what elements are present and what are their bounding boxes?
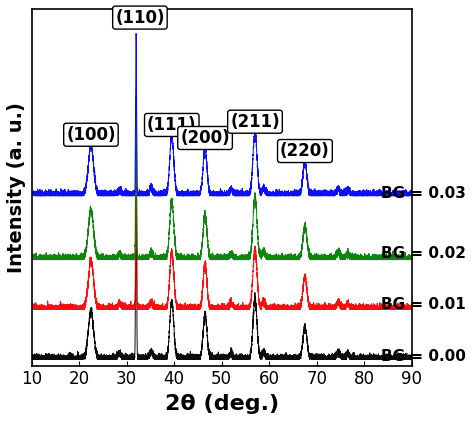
- Text: (100): (100): [66, 126, 116, 144]
- Text: (200): (200): [180, 129, 230, 147]
- Text: BG = 0.02: BG = 0.02: [381, 246, 466, 261]
- X-axis label: 2θ (deg.): 2θ (deg.): [164, 394, 279, 414]
- Text: (211): (211): [230, 113, 280, 131]
- Text: (220): (220): [280, 142, 330, 160]
- Text: (111): (111): [147, 116, 197, 134]
- Text: BG = 0.01: BG = 0.01: [381, 296, 466, 312]
- Text: BG = 0.00: BG = 0.00: [381, 349, 466, 364]
- Text: BG = 0.03: BG = 0.03: [381, 186, 466, 201]
- Y-axis label: Intensity (a. u.): Intensity (a. u.): [7, 102, 26, 272]
- Text: (110): (110): [115, 8, 164, 27]
